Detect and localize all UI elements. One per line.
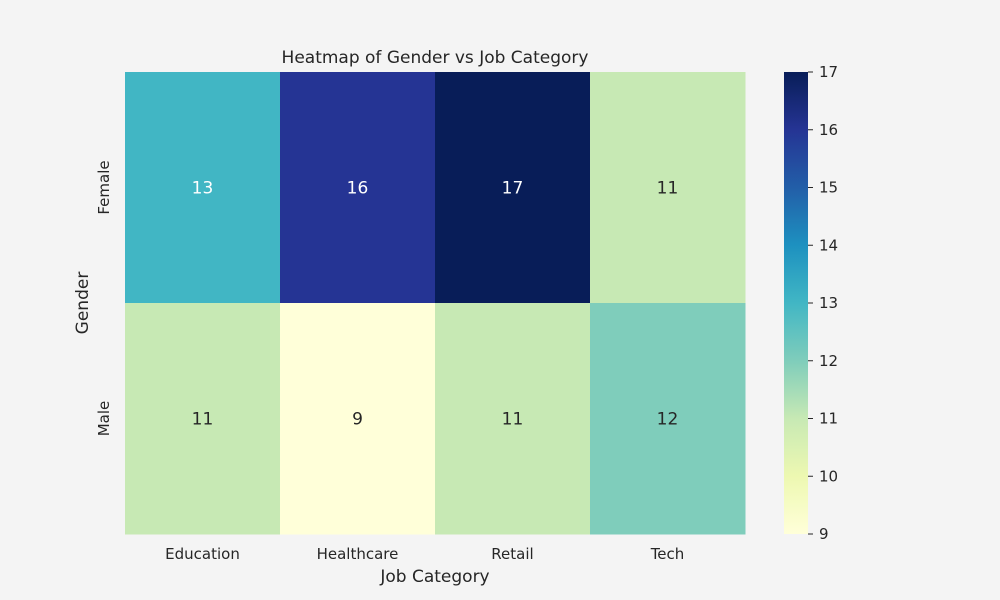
colorbar-ticks: 9 10 11 12 13 14 15 16 17 [808, 63, 838, 543]
x-tick-label: Tech [650, 545, 685, 563]
y-tick-labels: Female Male [95, 160, 113, 436]
heatmap-cell [590, 72, 746, 304]
colorbar-tick-label: 9 [819, 525, 829, 543]
cell-value-label: 16 [347, 179, 369, 199]
heatmap-cell [590, 303, 746, 535]
x-tick-label: Education [165, 545, 240, 563]
y-tick-label: Male [95, 401, 113, 437]
cell-value-label: 13 [192, 179, 214, 199]
colorbar-tick-label: 13 [819, 294, 838, 312]
heatmap-cell [125, 72, 281, 304]
colorbar-tick-label: 16 [819, 121, 838, 139]
heatmap-cell [280, 72, 436, 304]
colorbar [784, 72, 808, 534]
colorbar-tick-label: 12 [819, 352, 838, 370]
heatmap-annotations: 13 16 17 11 11 9 11 12 [192, 179, 679, 430]
cell-value-label: 9 [352, 410, 363, 430]
x-axis-label: Job Category [379, 567, 489, 587]
colorbar-tick-label: 17 [819, 63, 838, 81]
heatmap-cell [280, 303, 436, 535]
colorbar-tick-label: 10 [819, 467, 838, 485]
cell-value-label: 11 [192, 410, 214, 430]
heatmap-cell [435, 72, 591, 304]
y-tick-label: Female [95, 160, 113, 214]
cell-value-label: 11 [657, 179, 679, 199]
x-tick-label: Retail [491, 545, 533, 563]
colorbar-tick-label: 11 [819, 410, 838, 428]
y-axis-label: Gender [73, 272, 93, 335]
x-tick-labels: Education Healthcare Retail Tech [165, 545, 684, 563]
chart-title: Heatmap of Gender vs Job Category [282, 48, 589, 68]
colorbar-tick-label: 14 [819, 236, 838, 254]
cell-value-label: 17 [502, 179, 524, 199]
colorbar-tick-label: 15 [819, 179, 838, 197]
cell-value-label: 11 [502, 410, 524, 430]
heatmap-cells [125, 72, 746, 535]
heatmap-cell [435, 303, 591, 535]
cell-value-label: 12 [657, 410, 679, 430]
heatmap-cell [125, 303, 281, 535]
x-tick-label: Healthcare [317, 545, 399, 563]
